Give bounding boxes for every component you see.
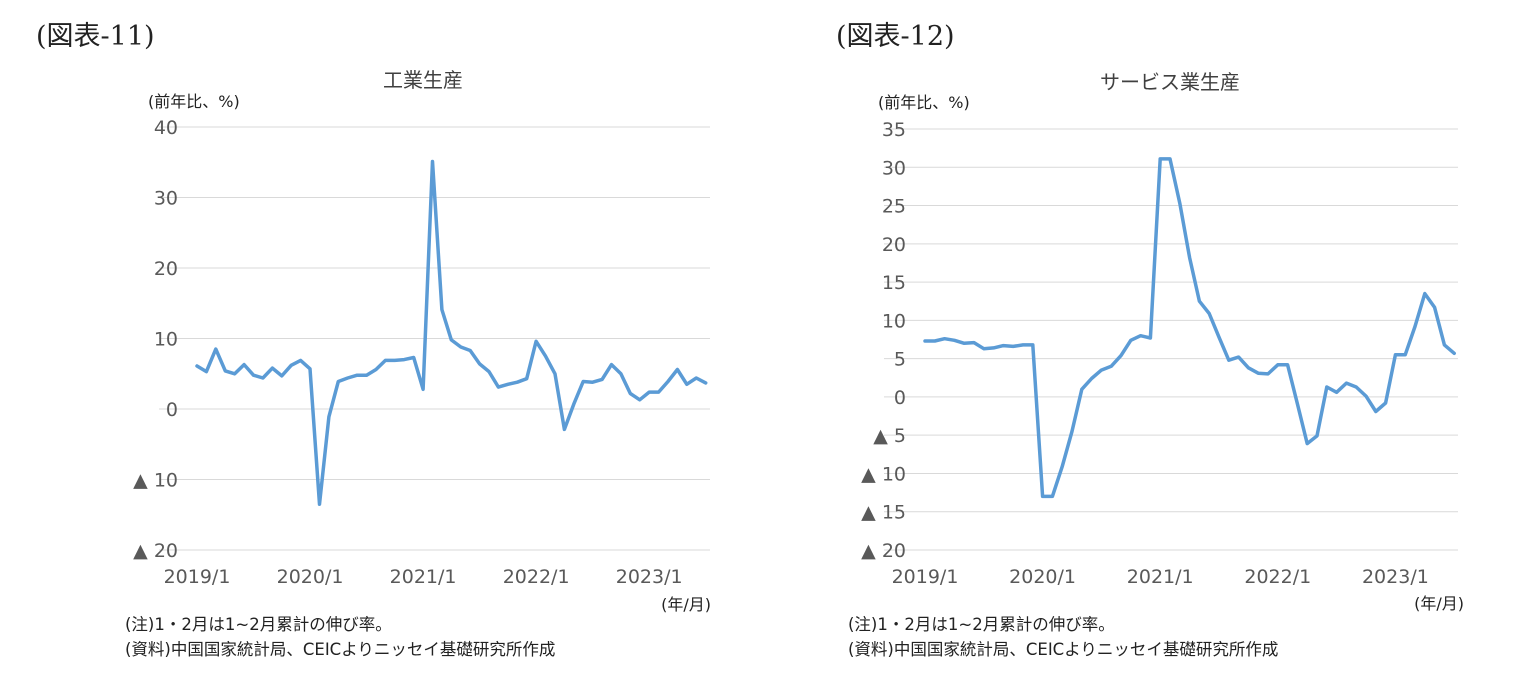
source-text: (資料)中国国家統計局、CEICよりニッセイ基礎研究所作成	[125, 640, 556, 659]
y-unit-label: (前年比、%)	[148, 92, 240, 111]
x-tick-label: 2023/1	[616, 566, 683, 588]
x-tick-label: 2020/1	[1009, 566, 1076, 588]
series-line	[923, 157, 1456, 499]
chart-title: サービス業生産	[1100, 70, 1240, 94]
figure-label: (図表-11)	[36, 21, 155, 52]
y-tick-label: 10	[882, 310, 906, 332]
y-tick-label: ▲ 10	[133, 470, 178, 492]
y-tick-label: ▲ 20	[861, 540, 906, 562]
y-tick-label: ▲ 5	[873, 425, 906, 447]
x-tick-label: 2020/1	[277, 566, 344, 588]
y-tick-label: 15	[882, 272, 906, 294]
x-tick-label: 2019/1	[164, 566, 231, 588]
y-tick-label: 5	[894, 349, 906, 371]
y-tick-label: 40	[154, 117, 178, 139]
chart-svg: 工業生産 (前年比、%) (年/月) 40 30 20 10 0 ▲ 10 ▲ 20 201…	[133, 68, 711, 614]
x-tick-label: 2021/1	[390, 566, 457, 588]
y-unit-label: (前年比、%)	[878, 93, 970, 112]
source-text: (資料)中国国家統計局、CEICよりニッセイ基礎研究所作成	[848, 640, 1279, 659]
y-tick-label: ▲ 10	[861, 463, 906, 485]
x-tick-label: 2019/1	[892, 566, 959, 588]
chart-industrial-production: 工業生産 (前年比、%) (年/月) 40 30 20 10 0 ▲ 10 ▲ 20 201…	[0, 0, 756, 697]
y-tick-label: 25	[882, 196, 906, 218]
chart-title: 工業生産	[383, 68, 463, 92]
x-unit-label: (年/月)	[661, 595, 711, 614]
y-tick-label: 35	[882, 119, 906, 141]
series-line	[195, 159, 708, 506]
y-tick-label: ▲ 15	[861, 502, 906, 524]
y-tick-label: 0	[166, 399, 178, 421]
y-tick-label: 20	[882, 234, 906, 256]
y-tick-label: 10	[154, 329, 178, 351]
figure-label: (図表-12)	[836, 21, 955, 52]
x-tick-label: 2022/1	[503, 566, 570, 588]
x-tick-label: 2021/1	[1127, 566, 1194, 588]
y-tick-label: 0	[894, 387, 906, 409]
y-tick-label: 30	[154, 188, 178, 210]
x-tick-label: 2022/1	[1244, 566, 1311, 588]
y-tick-label: ▲ 20	[133, 540, 178, 562]
y-tick-label: 20	[154, 258, 178, 280]
x-unit-label: (年/月)	[1414, 594, 1464, 613]
note-text: (注)1・2月は1~2月累計の伸び率。	[125, 615, 392, 634]
y-tick-label: 30	[882, 157, 906, 179]
note-text: (注)1・2月は1~2月累計の伸び率。	[848, 615, 1115, 634]
x-tick-label: 2023/1	[1362, 566, 1429, 588]
